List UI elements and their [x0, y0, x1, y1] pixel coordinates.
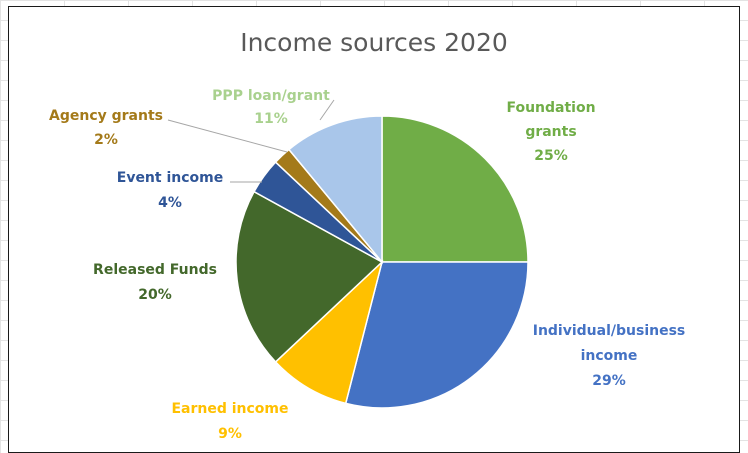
- data-label-earned-income: Earned income: [171, 401, 288, 417]
- data-label-foundation-grants: grants: [525, 124, 576, 140]
- data-label-pct-foundation-grants: 25%: [534, 148, 568, 164]
- pie-slice-earned-income[interactable]: [274, 259, 384, 405]
- leader-line-ppp-loan-grant: [319, 99, 335, 121]
- data-label-agency-grants: Agency grants: [49, 108, 163, 124]
- data-label-pct-individual-business-income: 29%: [592, 373, 626, 389]
- chart-title: Income sources 2020: [240, 28, 508, 57]
- data-label-foundation-grants: Foundation: [506, 100, 595, 116]
- data-label-pct-ppp-loan-grant: 11%: [254, 111, 288, 127]
- data-label-event-income: Event income: [117, 170, 223, 186]
- data-label-individual-business-income: income: [581, 348, 638, 364]
- pie-slice-released-funds[interactable]: [235, 190, 384, 364]
- data-label-pct-agency-grants: 2%: [94, 132, 118, 148]
- data-label-released-funds: Released Funds: [93, 262, 217, 278]
- data-label-individual-business-income: Individual/business: [533, 323, 686, 339]
- data-label-pct-event-income: 4%: [158, 195, 182, 211]
- data-label-ppp-loan-grant: PPP loan/grant: [212, 88, 330, 104]
- pie-slice-individual-business-income[interactable]: [344, 261, 529, 409]
- leader-line-agency-grants: [167, 119, 288, 153]
- pie-slice-ppp-loan-grant[interactable]: [287, 115, 383, 265]
- data-label-pct-earned-income: 9%: [218, 426, 242, 442]
- data-label-pct-released-funds: 20%: [138, 287, 172, 303]
- pie-slice-foundation-grants[interactable]: [381, 115, 529, 263]
